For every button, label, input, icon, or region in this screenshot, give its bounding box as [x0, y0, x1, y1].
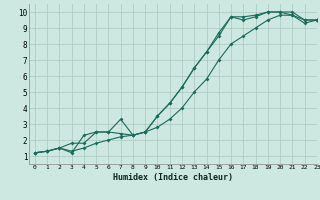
X-axis label: Humidex (Indice chaleur): Humidex (Indice chaleur) — [113, 173, 233, 182]
